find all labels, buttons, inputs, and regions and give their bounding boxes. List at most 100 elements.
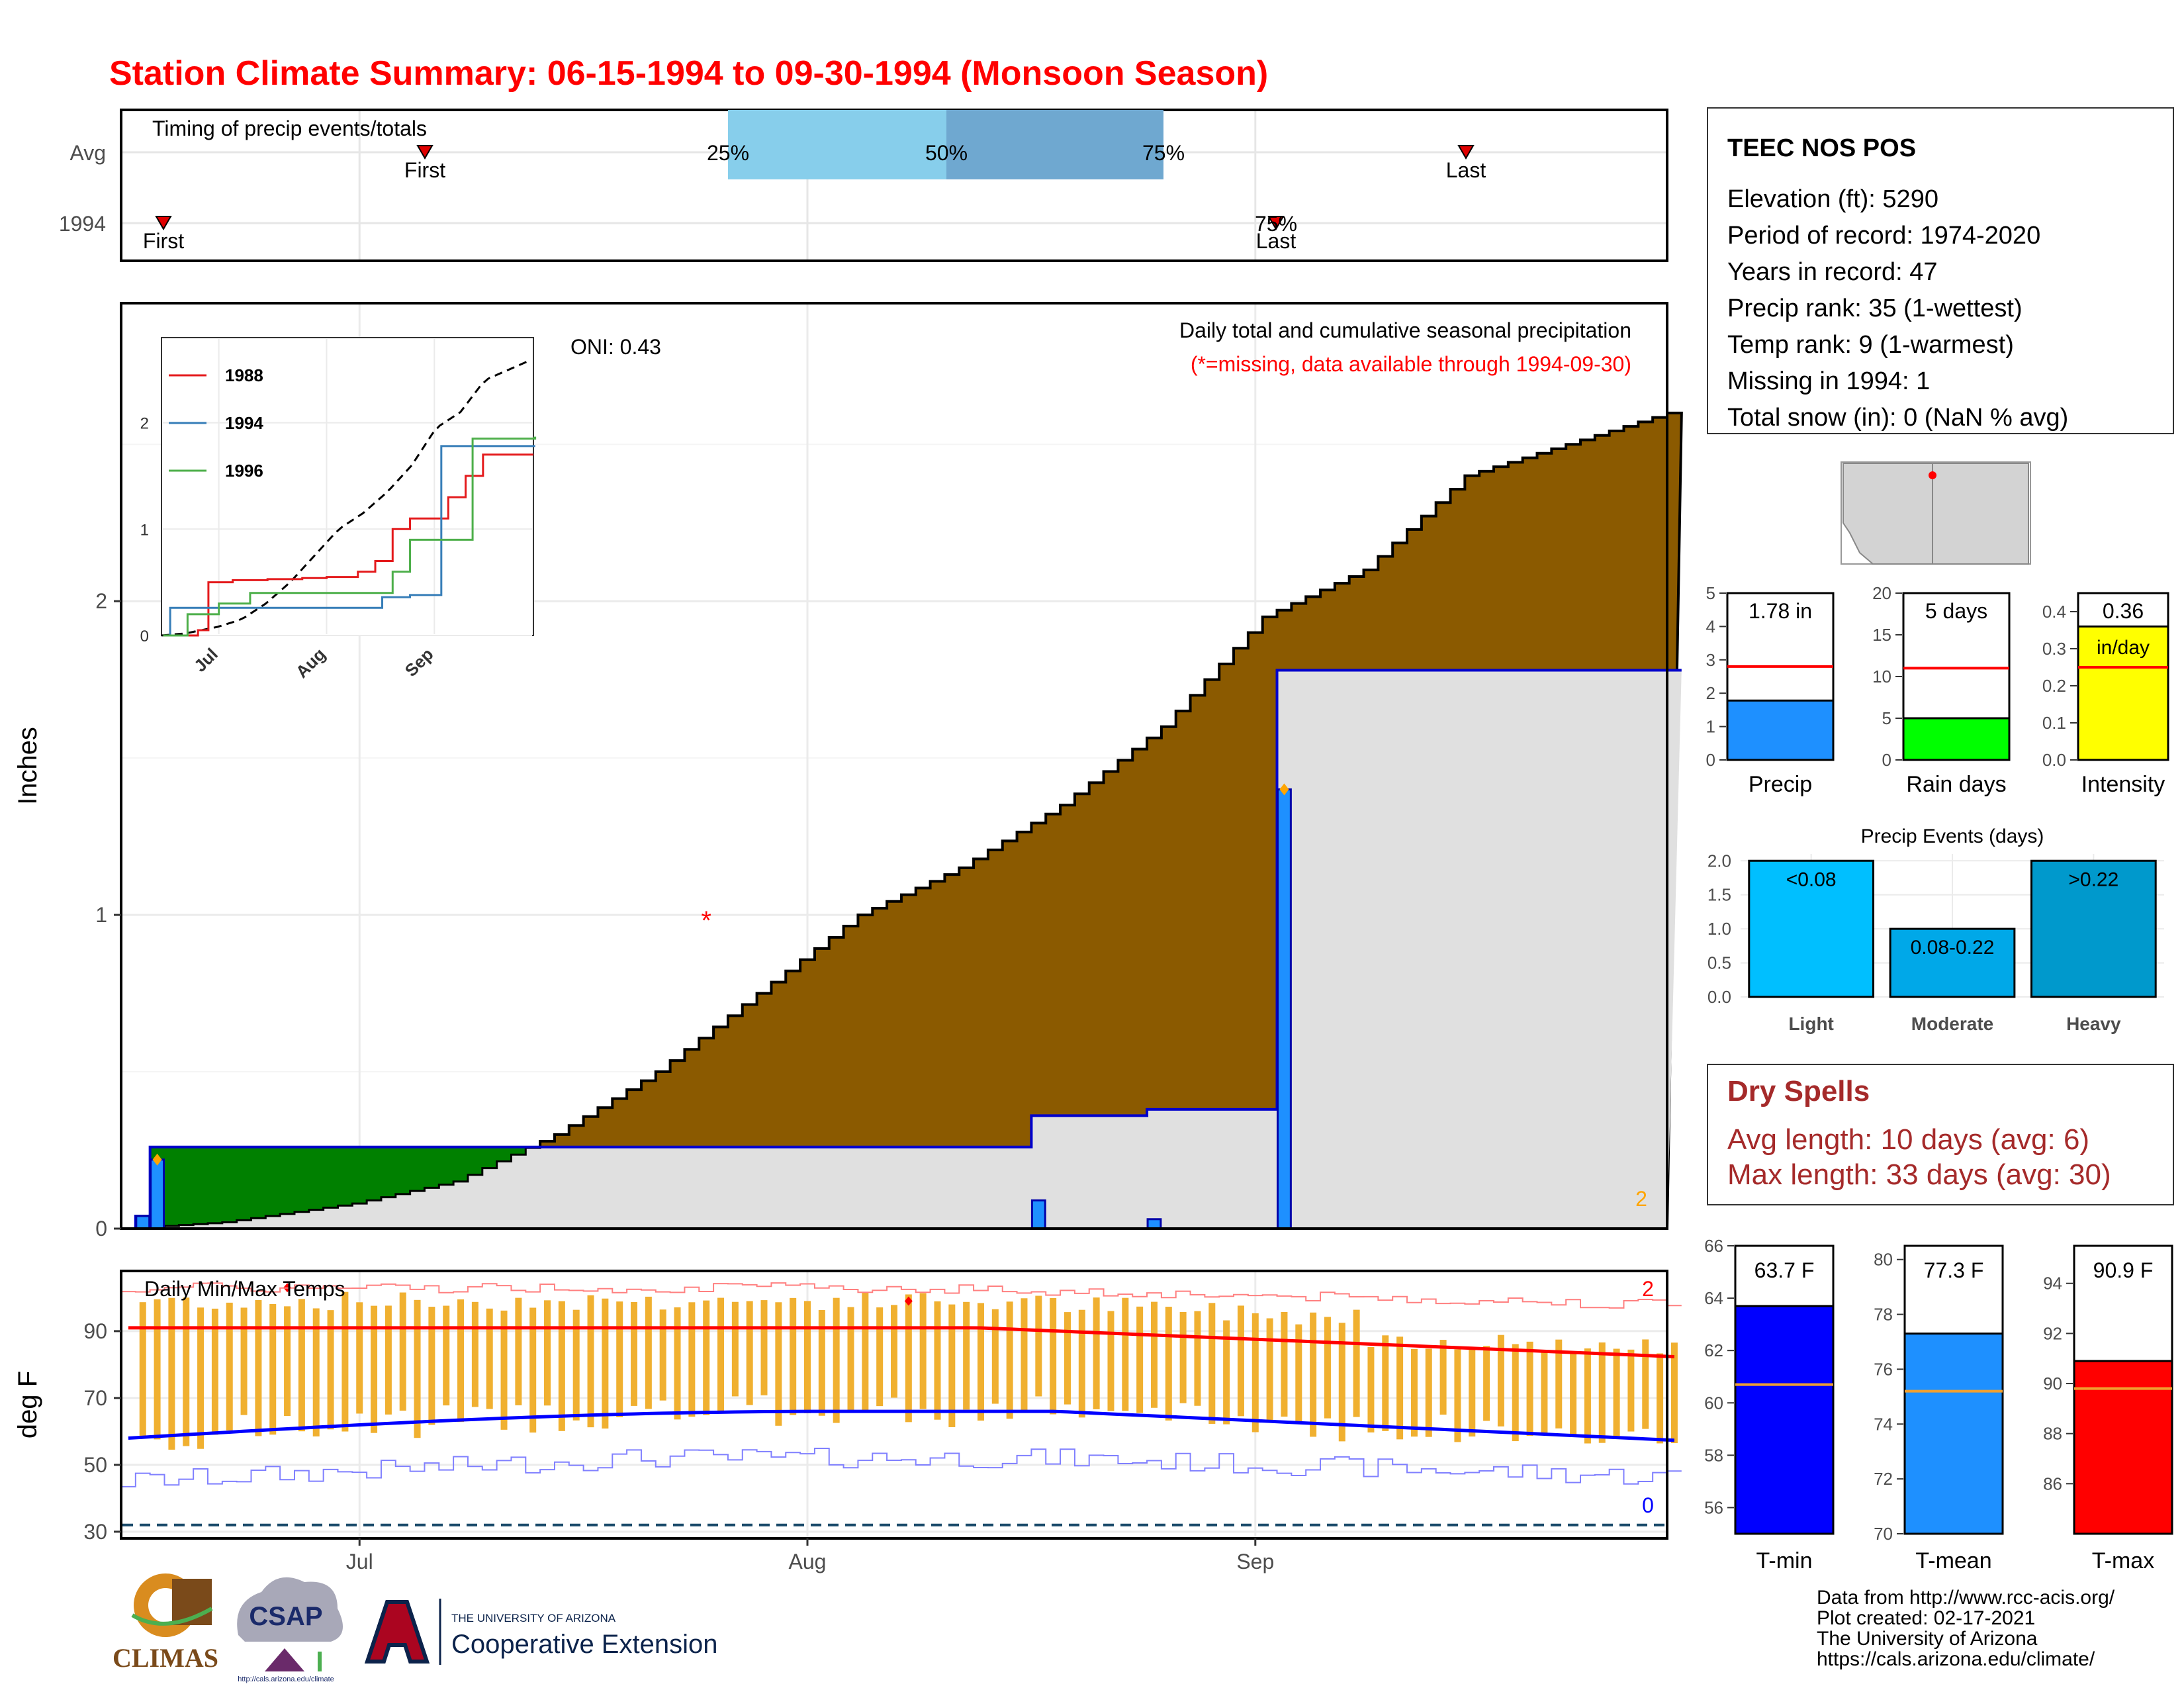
- temp-daily-bar: [905, 1294, 912, 1423]
- tmean-xlabel: T-mean: [1915, 1548, 1991, 1573]
- temp-daily-bar: [284, 1306, 291, 1417]
- temp-daily-bar: [211, 1308, 218, 1435]
- precip-count-label: 2: [1635, 1187, 1647, 1211]
- temp-daily-bar: [558, 1301, 565, 1431]
- temp-daily-bar: [977, 1303, 984, 1421]
- tmin-value-label: 63.7 F: [1754, 1258, 1815, 1282]
- temp-daily-bar: [240, 1307, 248, 1415]
- temp-daily-bar: [312, 1308, 320, 1436]
- tmin-average-line: [128, 1409, 1675, 1442]
- daily-precip-bar: [1146, 1218, 1162, 1230]
- temp-daily-bar: [804, 1301, 811, 1413]
- footer-credits: Data from http://www.rcc-acis.org/ Plot …: [1817, 1587, 2115, 1670]
- temp-daily-bar: [414, 1299, 421, 1438]
- temp-daily-bar: [1050, 1297, 1057, 1415]
- x-tick-label: Aug: [789, 1550, 827, 1573]
- temp-daily-bar: [1584, 1348, 1591, 1444]
- precip-bar-chart: 0 1 2 3 4 5 1.78 in Precip: [1706, 583, 1835, 797]
- events-ytick-label: 2.0: [1707, 851, 1731, 870]
- station-precip-rank: Precip rank: 35 (1-wettest): [1727, 295, 2023, 322]
- precip-panel: * Inches 0 1 2 ONI: 0.43 Daily total and c…: [13, 302, 1683, 1241]
- tmax-record-line: [121, 1282, 1682, 1309]
- temp-daily-bar: [399, 1292, 406, 1411]
- events-bar-light: [1748, 859, 1875, 998]
- tmax-ytick-label: 92: [2043, 1323, 2062, 1343]
- raindays-value-label: 5 days: [1925, 599, 1987, 623]
- temp-daily-bar: [1006, 1301, 1013, 1419]
- dry-spells-box: Dry Spells Avg length: 10 days (avg: 6) …: [1707, 1064, 2174, 1205]
- temp-daily-bar: [139, 1302, 146, 1437]
- raindays-bar-chart: 0 5 10 15 20 5 days Rain days: [1872, 583, 2011, 797]
- temp-daily-bar: [428, 1307, 435, 1425]
- temp-daily-bar: [645, 1296, 652, 1409]
- tmin-value-bar: [1734, 1305, 1835, 1535]
- temp-daily-bar: [1064, 1312, 1071, 1405]
- x-tick-label: Jul: [346, 1550, 373, 1573]
- precip-ytick-label: 0: [1706, 750, 1715, 770]
- intensity-value-bar: [2077, 625, 2169, 761]
- precip-label-1: Daily total and cumulative seasonal prec…: [1179, 318, 1631, 342]
- temp-ytick-label: 30: [83, 1520, 107, 1544]
- intensity-ytick-label: 0.2: [2042, 676, 2066, 696]
- station-period: Period of record: 1974-2020: [1727, 222, 2040, 250]
- temp-record-marker: [904, 1296, 913, 1306]
- station-elevation: Elevation (ft): 5290: [1727, 185, 1938, 213]
- tmean-value-label: 77.3 F: [1924, 1258, 1984, 1282]
- intensity-value-label: 0.36: [2103, 599, 2144, 623]
- temp-daily-bar: [934, 1301, 941, 1420]
- q50-label: 50%: [925, 141, 968, 165]
- tmin-ytick-label: 62: [1704, 1340, 1723, 1360]
- tmin-record-line: [121, 1447, 1682, 1487]
- temp-daily-bar: [1237, 1305, 1244, 1417]
- temp-daily-bar: [1150, 1301, 1158, 1408]
- temp-title: Daily Min/Max Temps: [144, 1277, 345, 1301]
- tmean-ytick-label: 76: [1874, 1359, 1893, 1379]
- tmin-ytick-label: 58: [1704, 1445, 1723, 1465]
- temp-daily-bar: [1324, 1317, 1331, 1419]
- events-ytick-label: 0.5: [1707, 953, 1731, 973]
- station-years: Years in record: 47: [1727, 258, 1938, 286]
- precip-value-bar: [1726, 699, 1835, 761]
- precip-ytick-label: 4: [1706, 616, 1715, 636]
- tmax-value-label: 90.9 F: [2093, 1258, 2154, 1282]
- footer-line-4: https://cals.arizona.edu/climate/: [1817, 1648, 2095, 1670]
- intensity-xlabel: Intensity: [2081, 772, 2165, 797]
- avg-first-marker: [416, 145, 433, 160]
- precip-ytick-label: 1: [95, 903, 107, 927]
- tmean-ytick-label: 80: [1874, 1250, 1893, 1270]
- temp-daily-bar: [371, 1305, 378, 1433]
- temp-daily-bar: [775, 1302, 782, 1426]
- temp-daily-bar: [197, 1307, 205, 1449]
- station-temp-rank: Temp rank: 9 (1-warmest): [1727, 331, 2014, 359]
- tmax-ytick-label: 94: [2043, 1274, 2062, 1293]
- q75-label: 75%: [1142, 141, 1185, 165]
- intensity-bar-chart: 0.0 0.1 0.2 0.3 0.4 0.36 in/day Intensity: [2042, 592, 2169, 797]
- temp-daily-bar: [1107, 1311, 1115, 1411]
- oni-label: ONI: 0.43: [570, 335, 661, 359]
- temp-daily-bar: [991, 1309, 999, 1404]
- temp-daily-bar: [963, 1301, 970, 1410]
- intensity-ytick-label: 0.3: [2042, 639, 2066, 659]
- raindays-ytick-label: 10: [1872, 667, 1891, 686]
- daily-precip-bar: [150, 1158, 165, 1230]
- temp-daily-bar: [587, 1295, 594, 1428]
- temp-daily-bar: [544, 1300, 551, 1406]
- ua-small-text: THE UNIVERSITY OF ARIZONA: [451, 1612, 616, 1624]
- temp-daily-bar: [919, 1293, 927, 1409]
- avg-last-marker: [1457, 145, 1475, 160]
- tmax-ytick-label: 86: [2043, 1474, 2062, 1493]
- temp-daily-bar: [1251, 1313, 1259, 1432]
- temp-daily-bar: [1208, 1303, 1216, 1424]
- temp-daily-bar: [1281, 1311, 1288, 1417]
- footer-line-2: Plot created: 02-17-2021: [1817, 1607, 2035, 1629]
- intensity-ytick-label: 0.1: [2042, 713, 2066, 733]
- temp-daily-bar: [1194, 1311, 1201, 1406]
- daily-precip-bar: [1030, 1199, 1046, 1230]
- temp-daily-bar: [1555, 1339, 1563, 1429]
- events-bar-label: >0.22: [2068, 868, 2118, 890]
- temp-daily-bar: [226, 1302, 233, 1430]
- intensity-unit-label: in/day: [2097, 637, 2150, 659]
- raindays-ytick-label: 0: [1882, 750, 1891, 770]
- row-label-avg: Avg: [69, 141, 106, 165]
